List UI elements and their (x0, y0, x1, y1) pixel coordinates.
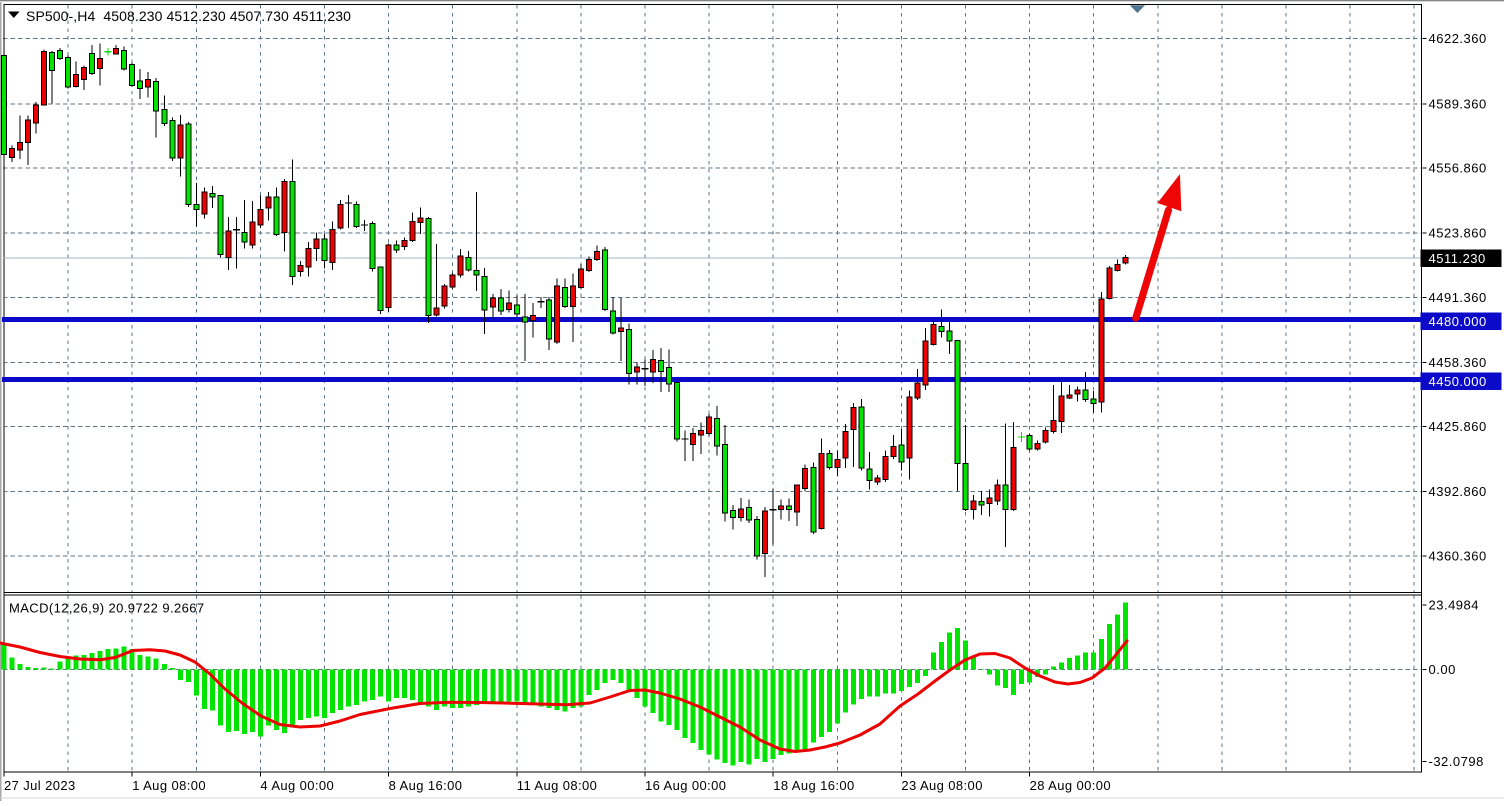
svg-text:4622.360: 4622.360 (1429, 31, 1487, 46)
svg-text:28 Aug 00:00: 28 Aug 00:00 (1030, 778, 1111, 793)
svg-text:4458.360: 4458.360 (1429, 355, 1487, 370)
svg-text:4491.360: 4491.360 (1429, 290, 1487, 305)
svg-text:MACD(12,26,9) 20.9722 9.2667: MACD(12,26,9) 20.9722 9.2667 (9, 601, 205, 616)
svg-text:4480.000: 4480.000 (1429, 314, 1487, 329)
svg-text:11 Aug 08:00: 11 Aug 08:00 (517, 778, 597, 793)
svg-text:4450.000: 4450.000 (1429, 374, 1487, 389)
svg-text:23 Aug 08:00: 23 Aug 08:00 (901, 778, 982, 793)
svg-text:4 Aug 00:00: 4 Aug 00:00 (260, 778, 334, 793)
svg-text:4360.360: 4360.360 (1429, 548, 1487, 563)
svg-text:SP500-,H4 4508.230 4512.230 4: SP500-,H4 4508.230 4512.230 4507.730 451… (26, 8, 351, 24)
svg-text:0.00: 0.00 (1429, 662, 1456, 677)
svg-text:4589.360: 4589.360 (1429, 96, 1487, 111)
svg-text:4556.860: 4556.860 (1429, 161, 1487, 176)
svg-text:1 Aug 08:00: 1 Aug 08:00 (132, 778, 206, 793)
svg-text:4523.860: 4523.860 (1429, 226, 1487, 241)
svg-text:23.4984: 23.4984 (1429, 598, 1480, 613)
svg-text:4392.860: 4392.860 (1429, 484, 1487, 499)
svg-text:18 Aug 16:00: 18 Aug 16:00 (773, 778, 854, 793)
svg-text:4425.860: 4425.860 (1429, 419, 1487, 434)
svg-text:-32.0798: -32.0798 (1429, 754, 1484, 769)
svg-text:27 Jul 2023: 27 Jul 2023 (4, 778, 76, 793)
svg-text:8 Aug 16:00: 8 Aug 16:00 (389, 778, 463, 793)
svg-text:16 Aug 00:00: 16 Aug 00:00 (645, 778, 726, 793)
svg-text:4511.230: 4511.230 (1429, 251, 1486, 266)
